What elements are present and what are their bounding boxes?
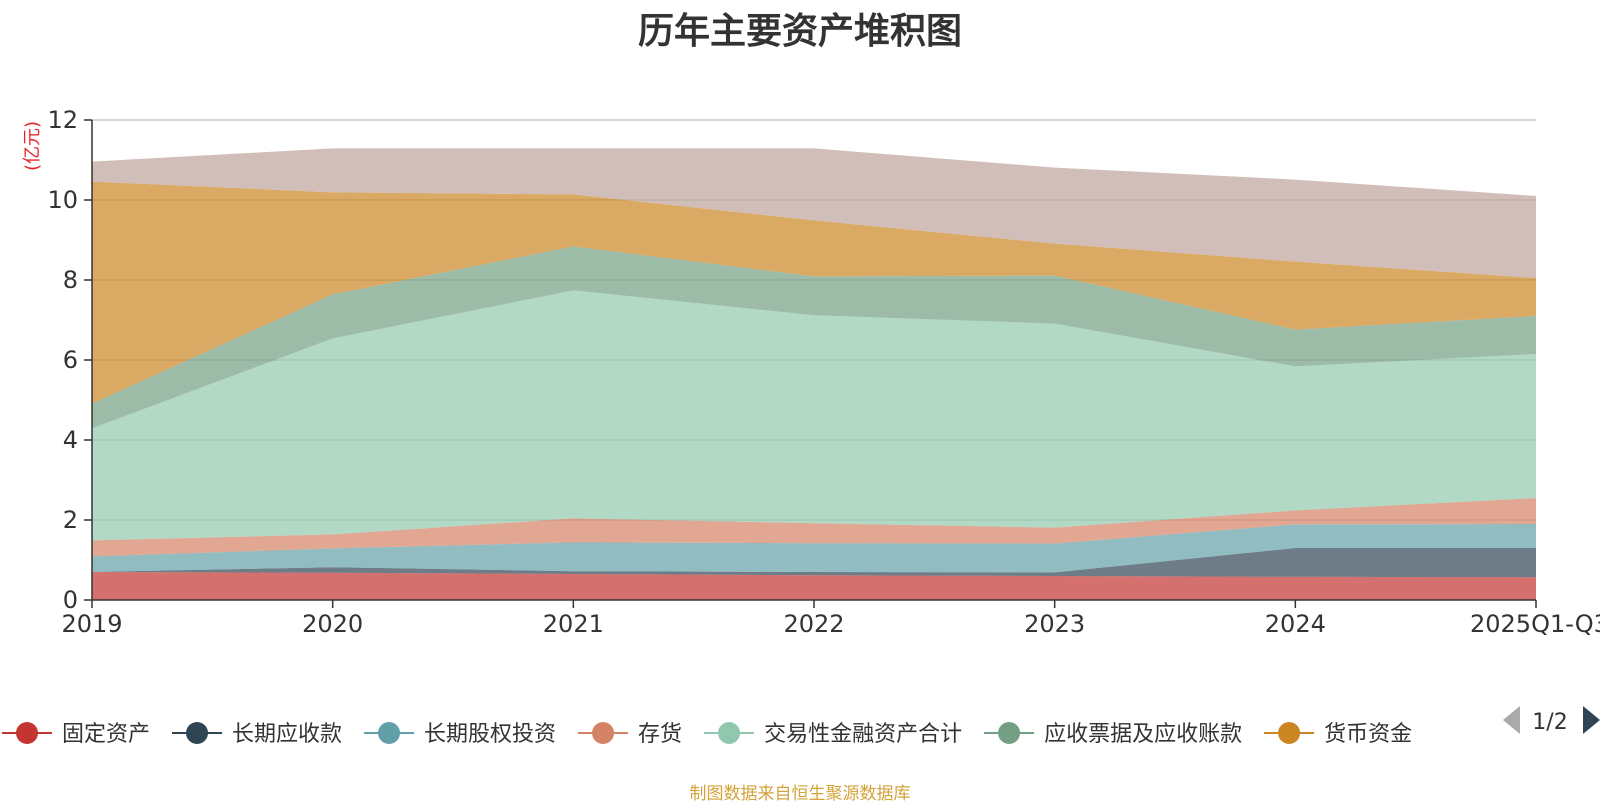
y-tick-label: 8 <box>63 266 78 294</box>
legend-marker-icon <box>1278 722 1301 744</box>
legend-label: 长期股权投资 <box>424 722 556 747</box>
legend-pager: 1/2 <box>1503 706 1600 735</box>
area-series-1[interactable] <box>92 548 1536 578</box>
source-note: 制图数据来自恒生聚源数据库 <box>689 784 911 804</box>
legend-label: 固定资产 <box>62 722 150 747</box>
y-tick-label: 12 <box>47 106 78 134</box>
x-tick-label: 2024 <box>1265 610 1326 638</box>
y-tick-label: 10 <box>47 186 78 214</box>
legend-marker-icon <box>186 722 209 744</box>
x-tick-label: 2022 <box>783 610 844 638</box>
legend-item-6[interactable]: 货币资金 <box>1264 722 1412 747</box>
area-series-0[interactable] <box>92 572 1536 600</box>
legend-label: 交易性金融资产合计 <box>764 722 962 747</box>
legend-marker-icon <box>592 722 615 744</box>
area-series-2[interactable] <box>92 524 1536 573</box>
legend-item-4[interactable]: 交易性金融资产合计 <box>704 722 962 747</box>
legend-item-0[interactable]: 固定资产 <box>2 722 150 747</box>
area-layer <box>92 148 1536 600</box>
y-axis-unit-label: (亿元) <box>22 121 43 171</box>
legend-label: 存货 <box>638 722 682 747</box>
axis-layer: 0 2 4 6 8 10 12 2019 2020 2021 2022 2023 2024 2025Q1-… <box>47 106 1600 638</box>
x-tick-label: 2025Q1-Q3 <box>1470 610 1600 638</box>
x-tick-label: 2019 <box>61 610 122 638</box>
legend-item-3[interactable]: 存货 <box>578 722 682 747</box>
legend-item-2[interactable]: 长期股权投资 <box>364 722 556 747</box>
x-tick-label: 2023 <box>1024 610 1085 638</box>
legend-item-5[interactable]: 应收票据及应收账款 <box>984 722 1242 747</box>
legend-label: 货币资金 <box>1324 722 1412 747</box>
legend-next-icon[interactable] <box>1583 706 1600 734</box>
legend-label: 应收票据及应收账款 <box>1044 722 1242 747</box>
y-tick-label: 2 <box>63 506 78 534</box>
area-series-3[interactable] <box>92 498 1536 557</box>
area-series-5[interactable] <box>92 246 1536 429</box>
legend-page-indicator: 1/2 <box>1532 710 1567 735</box>
legend: 固定资产 长期应收款 长期股权投资 存货 交易性金融资产合计 应收票据及应收账款 货币资金 <box>2 722 1412 747</box>
area-series-7[interactable] <box>92 148 1536 278</box>
area-series-6[interactable] <box>92 181 1536 404</box>
legend-marker-icon <box>718 722 741 744</box>
chart-title: 历年主要资产堆积图 <box>637 11 962 52</box>
legend-label: 长期应收款 <box>232 722 342 747</box>
y-tick-label: 6 <box>63 346 78 374</box>
x-tick-label: 2021 <box>543 610 604 638</box>
legend-marker-icon <box>998 722 1021 744</box>
legend-item-1[interactable]: 长期应收款 <box>172 722 342 747</box>
legend-marker-icon <box>378 722 401 744</box>
area-series-4[interactable] <box>92 290 1536 541</box>
y-tick-label: 4 <box>63 426 78 454</box>
y-tick-label: 0 <box>63 586 78 614</box>
x-tick-label: 2020 <box>302 610 363 638</box>
legend-marker-icon <box>16 722 38 744</box>
legend-prev-icon[interactable] <box>1503 706 1520 734</box>
